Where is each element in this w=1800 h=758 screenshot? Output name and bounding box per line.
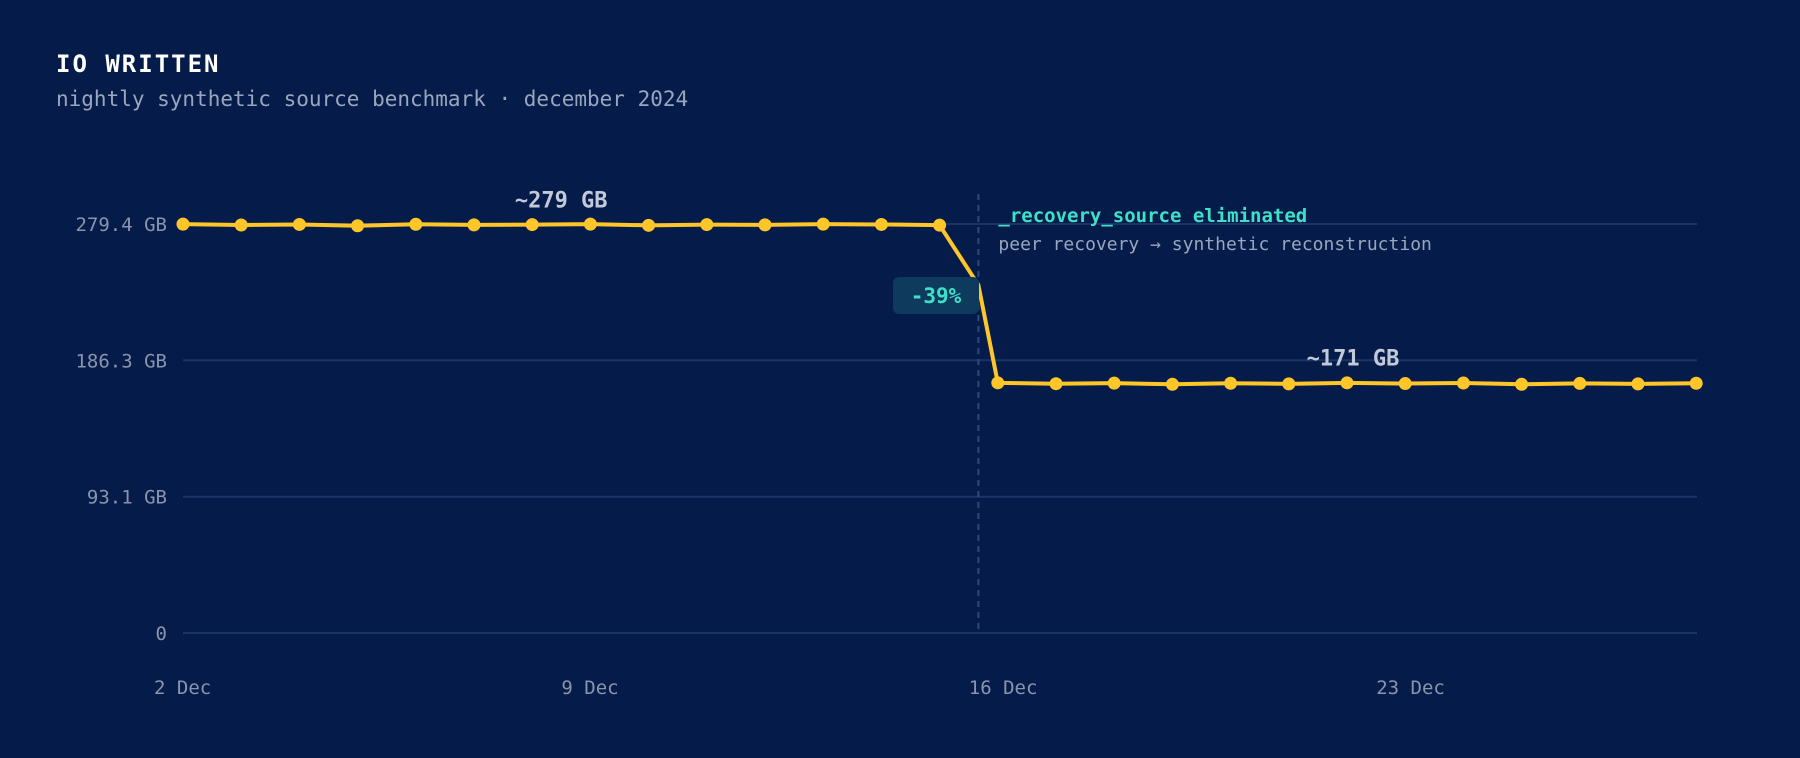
data-point [1340,376,1354,390]
data-point [1398,377,1412,391]
data-point [1515,377,1529,391]
data-point [467,218,481,232]
before-level-label: ~279 GB [515,189,608,214]
data-point [409,217,423,231]
data-point [292,217,306,231]
change-badge-label: -39% [911,284,962,308]
after-level-label: ~171 GB [1307,347,1400,372]
data-point [234,218,248,232]
data-point [583,217,597,231]
data-point [176,217,190,231]
x-tick-label: 23 Dec [1376,677,1445,699]
event-detail: peer recovery → synthetic reconstruction [998,234,1431,255]
data-point [816,217,830,231]
x-tick-label: 16 Dec [969,677,1038,699]
x-axis-tick-labels: 2 Dec 9 Dec 16 Dec 23 Dec [154,677,1445,699]
data-point [642,218,656,232]
data-point [700,218,714,232]
data-point [1573,376,1587,390]
data-point [991,376,1005,390]
data-point [1689,376,1703,390]
annotations: ~279 GB ~171 GB -39% _recovery_source elimi… [515,189,1432,372]
series-line [181,222,1699,387]
data-point [758,218,772,232]
data-point [1456,376,1470,390]
data-point [1165,377,1179,391]
data-point [351,219,365,233]
data-point [1107,376,1121,390]
y-tick-label: 279.4 GB [75,214,167,236]
series-io-written [176,217,1703,391]
chart-subtitle: nightly synthetic source benchmark · dec… [56,87,689,111]
y-tick-label: 0 [156,623,167,645]
y-axis-tick-labels: 0 93.1 GB 186.3 GB 279.4 GB [75,214,167,645]
data-point [1282,377,1296,391]
event-title: _recovery_source eliminated [998,205,1307,227]
change-badge [893,277,979,314]
data-point [1631,377,1645,391]
x-tick-label: 9 Dec [561,677,618,699]
chart-title: IO WRITTEN [56,50,221,78]
data-point [933,218,947,232]
data-point [1049,377,1063,391]
data-point [525,218,539,232]
data-point [1224,376,1238,390]
y-tick-label: 186.3 GB [75,350,167,372]
y-tick-label: 93.1 GB [87,487,167,509]
data-point [874,217,888,231]
x-tick-label: 2 Dec [154,677,211,699]
